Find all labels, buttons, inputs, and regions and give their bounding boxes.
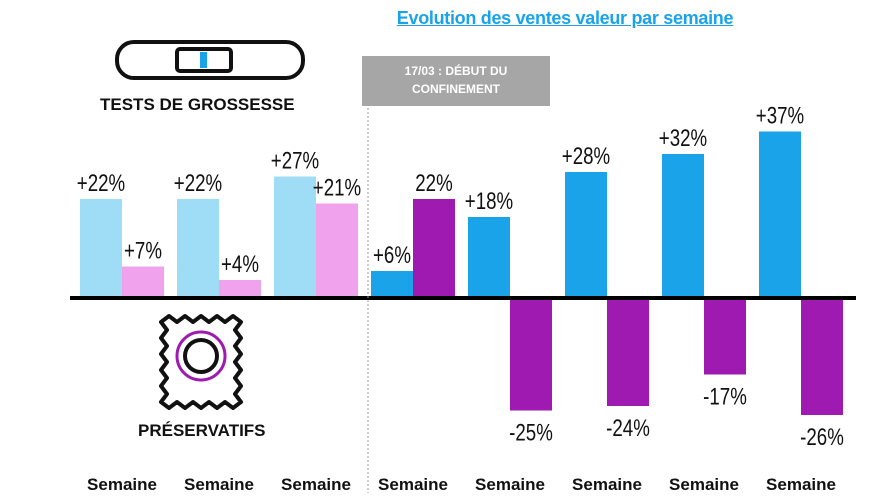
bar-tests-8 [759,131,801,298]
data-label-tests-2: +22% [174,170,222,197]
bar-tests-5 [468,217,510,298]
data-label-preservatifs-1: +7% [124,237,162,264]
data-label-preservatifs-6: -24% [606,415,650,442]
condom-wrapper-icon [159,314,243,410]
legend-preservatifs-label: PRÉSERVATIFS [138,421,266,440]
category-label-6: Semaine [572,475,642,493]
category-label-3: Semaine [281,475,351,493]
data-label-tests-8: +37% [756,102,804,129]
data-label-tests-6: +28% [562,143,610,170]
callout-line-2: CONFINEMENT [412,82,500,96]
data-label-preservatifs-5: -25% [509,419,553,446]
bar-tests-2 [177,199,219,298]
legend-tests-label: TESTS DE GROSSESSE [100,95,295,114]
data-label-preservatifs-8: -26% [800,424,844,451]
bar-preservatifs-4 [413,199,455,298]
confinement-callout: 17/03 : DÉBUT DU CONFINEMENT [362,56,550,106]
data-label-preservatifs-7: -17% [703,383,747,410]
category-label-1: Semaine [87,475,157,493]
bar-tests-4 [371,271,413,298]
bar-preservatifs-6 [607,298,649,406]
bar-preservatifs-1 [122,266,164,298]
data-label-tests-3: +27% [271,147,319,174]
bar-preservatifs-7 [704,298,746,375]
data-label-preservatifs-3: +21% [313,174,361,201]
callout-line-1: 17/03 : DÉBUT DU [404,64,508,78]
bar-tests-3 [274,176,316,298]
chart-title: Evolution des ventes valeur par semaine [396,8,734,28]
data-label-preservatifs-2: +4% [221,251,259,278]
category-label-4: Semaine [378,475,448,493]
pregnancy-test-icon [115,40,305,80]
bar-preservatifs-3 [316,203,358,298]
bar-tests-7 [662,154,704,298]
data-label-tests-1: +22% [77,170,125,197]
bar-preservatifs-8 [801,298,843,415]
bar-preservatifs-5 [510,298,552,411]
category-label-8: Semaine [766,475,836,493]
data-label-tests-5: +18% [465,188,513,215]
category-label-2: Semaine [184,475,254,493]
bar-tests-6 [565,172,607,298]
category-label-7: Semaine [669,475,739,493]
bar-tests-1 [80,199,122,298]
data-label-tests-7: +32% [659,125,707,152]
bar-preservatifs-2 [219,280,261,298]
data-label-preservatifs-4: 22% [415,170,452,197]
data-label-tests-4: +6% [373,242,411,269]
category-label-5: Semaine [475,475,545,493]
